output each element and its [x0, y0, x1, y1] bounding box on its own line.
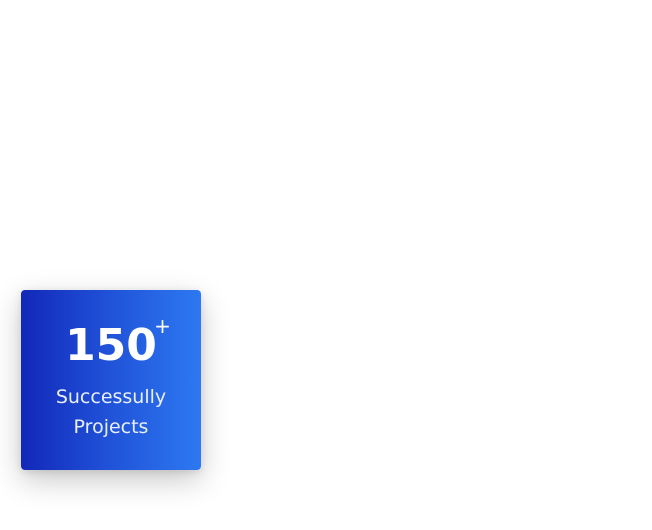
stat-label: Successully Projects: [55, 386, 167, 438]
stat-card: 150 + Successully Projects: [21, 290, 201, 470]
stat-number-value: 150: [65, 320, 157, 371]
stat-number-suffix: +: [154, 314, 171, 338]
stat-number-wrap: 150 +: [21, 314, 201, 378]
stat-number: 150 +: [65, 314, 171, 378]
